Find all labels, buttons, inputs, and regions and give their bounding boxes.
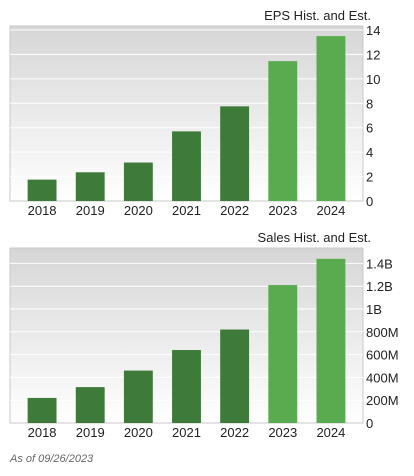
eps-x-tick-label: 2024	[316, 203, 345, 218]
sales-y-tick-label: 0	[366, 416, 373, 431]
eps-y-tick-label: 14	[366, 23, 380, 38]
eps-chart: EPS Hist. and Est. 2018 2019 2020 2021 2022 2…	[9, 8, 380, 218]
sales-bar-2019	[75, 387, 105, 423]
eps-bars	[27, 36, 346, 202]
sales-bar-2024	[316, 258, 346, 423]
sales-y-tick-label: 600M	[366, 348, 399, 363]
eps-chart-title: EPS Hist. and Est.	[264, 8, 371, 23]
eps-y-tick-label: 6	[366, 121, 373, 136]
sales-x-tick-label: 2018	[28, 425, 57, 440]
sales-x-tick-label: 2024	[316, 425, 345, 440]
eps-y-tick-label: 2	[366, 170, 373, 185]
sales-chart: Sales Hist. and Est. 2018 2019 2020 2021 202…	[9, 230, 399, 440]
eps-x-tick-label: 2019	[76, 203, 105, 218]
eps-x-tick-label: 2023	[268, 203, 297, 218]
eps-bar-2019	[75, 172, 105, 201]
sales-chart-title: Sales Hist. and Est.	[258, 230, 371, 245]
sales-x-tick-labels: 2018 2019 2020 2021 2022 2023 2024	[28, 425, 346, 440]
sales-y-tick-label: 800M	[366, 325, 399, 340]
as-of-date: As of 09/26/2023	[9, 453, 94, 465]
eps-bar-2018	[27, 179, 57, 201]
sales-y-tick-label: 1.2B	[366, 279, 393, 294]
sales-y-tick-label: 1.4B	[366, 256, 393, 271]
eps-x-tick-label: 2020	[124, 203, 153, 218]
eps-y-tick-labels: 0 2 4 6 8 10 12 14	[366, 23, 380, 209]
sales-x-tick-label: 2022	[220, 425, 249, 440]
sales-bar-2020	[123, 370, 153, 423]
eps-x-tick-label: 2022	[220, 203, 249, 218]
sales-x-tick-label: 2021	[172, 425, 201, 440]
eps-bar-2022	[220, 106, 250, 201]
sales-bars	[27, 258, 346, 423]
sales-bar-2022	[220, 329, 250, 423]
eps-bar-2020	[123, 162, 153, 201]
sales-bar-2018	[27, 397, 57, 423]
eps-y-tick-label: 0	[366, 194, 373, 209]
sales-x-tick-label: 2019	[76, 425, 105, 440]
sales-y-tick-labels: 0 200M 400M 600M 800M 1B 1.2B 1.4B	[366, 256, 399, 431]
eps-bar-2023	[268, 61, 298, 202]
eps-bar-2021	[172, 131, 201, 201]
eps-x-tick-labels: 2018 2019 2020 2021 2022 2023 2024	[28, 203, 346, 218]
sales-bar-2023	[268, 285, 298, 423]
eps-y-tick-label: 12	[366, 47, 380, 62]
eps-x-tick-label: 2021	[172, 203, 201, 218]
sales-x-tick-label: 2023	[268, 425, 297, 440]
eps-x-tick-label: 2018	[28, 203, 57, 218]
eps-grid	[10, 29, 363, 178]
sales-x-tick-label: 2020	[124, 425, 153, 440]
sales-bar-2021	[172, 350, 201, 423]
sales-y-tick-label: 1B	[366, 302, 382, 317]
sales-y-tick-label: 200M	[366, 393, 399, 408]
eps-y-tick-label: 8	[366, 96, 373, 111]
eps-y-tick-label: 10	[366, 72, 380, 87]
eps-bar-2024	[316, 36, 346, 201]
eps-y-tick-label: 4	[366, 145, 373, 160]
sales-y-tick-label: 400M	[366, 370, 399, 385]
